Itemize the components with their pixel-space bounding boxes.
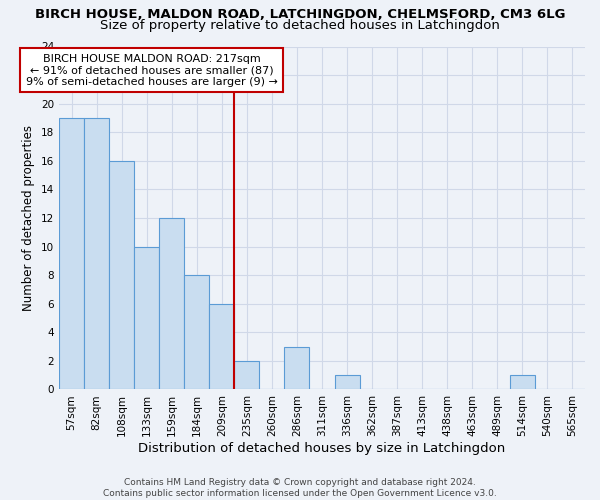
Text: BIRCH HOUSE MALDON ROAD: 217sqm
← 91% of detached houses are smaller (87)
9% of : BIRCH HOUSE MALDON ROAD: 217sqm ← 91% of… xyxy=(26,54,278,87)
Bar xyxy=(335,375,359,390)
Bar xyxy=(59,118,84,390)
Y-axis label: Number of detached properties: Number of detached properties xyxy=(22,125,35,311)
Bar xyxy=(134,246,159,390)
Bar xyxy=(510,375,535,390)
Text: Contains HM Land Registry data © Crown copyright and database right 2024.
Contai: Contains HM Land Registry data © Crown c… xyxy=(103,478,497,498)
Bar xyxy=(184,275,209,390)
Bar xyxy=(109,161,134,390)
Bar xyxy=(209,304,235,390)
Text: Size of property relative to detached houses in Latchingdon: Size of property relative to detached ho… xyxy=(100,18,500,32)
Bar xyxy=(84,118,109,390)
Bar xyxy=(159,218,184,390)
Bar xyxy=(235,361,259,390)
Bar xyxy=(284,346,310,390)
Text: BIRCH HOUSE, MALDON ROAD, LATCHINGDON, CHELMSFORD, CM3 6LG: BIRCH HOUSE, MALDON ROAD, LATCHINGDON, C… xyxy=(35,8,565,20)
X-axis label: Distribution of detached houses by size in Latchingdon: Distribution of detached houses by size … xyxy=(139,442,506,455)
